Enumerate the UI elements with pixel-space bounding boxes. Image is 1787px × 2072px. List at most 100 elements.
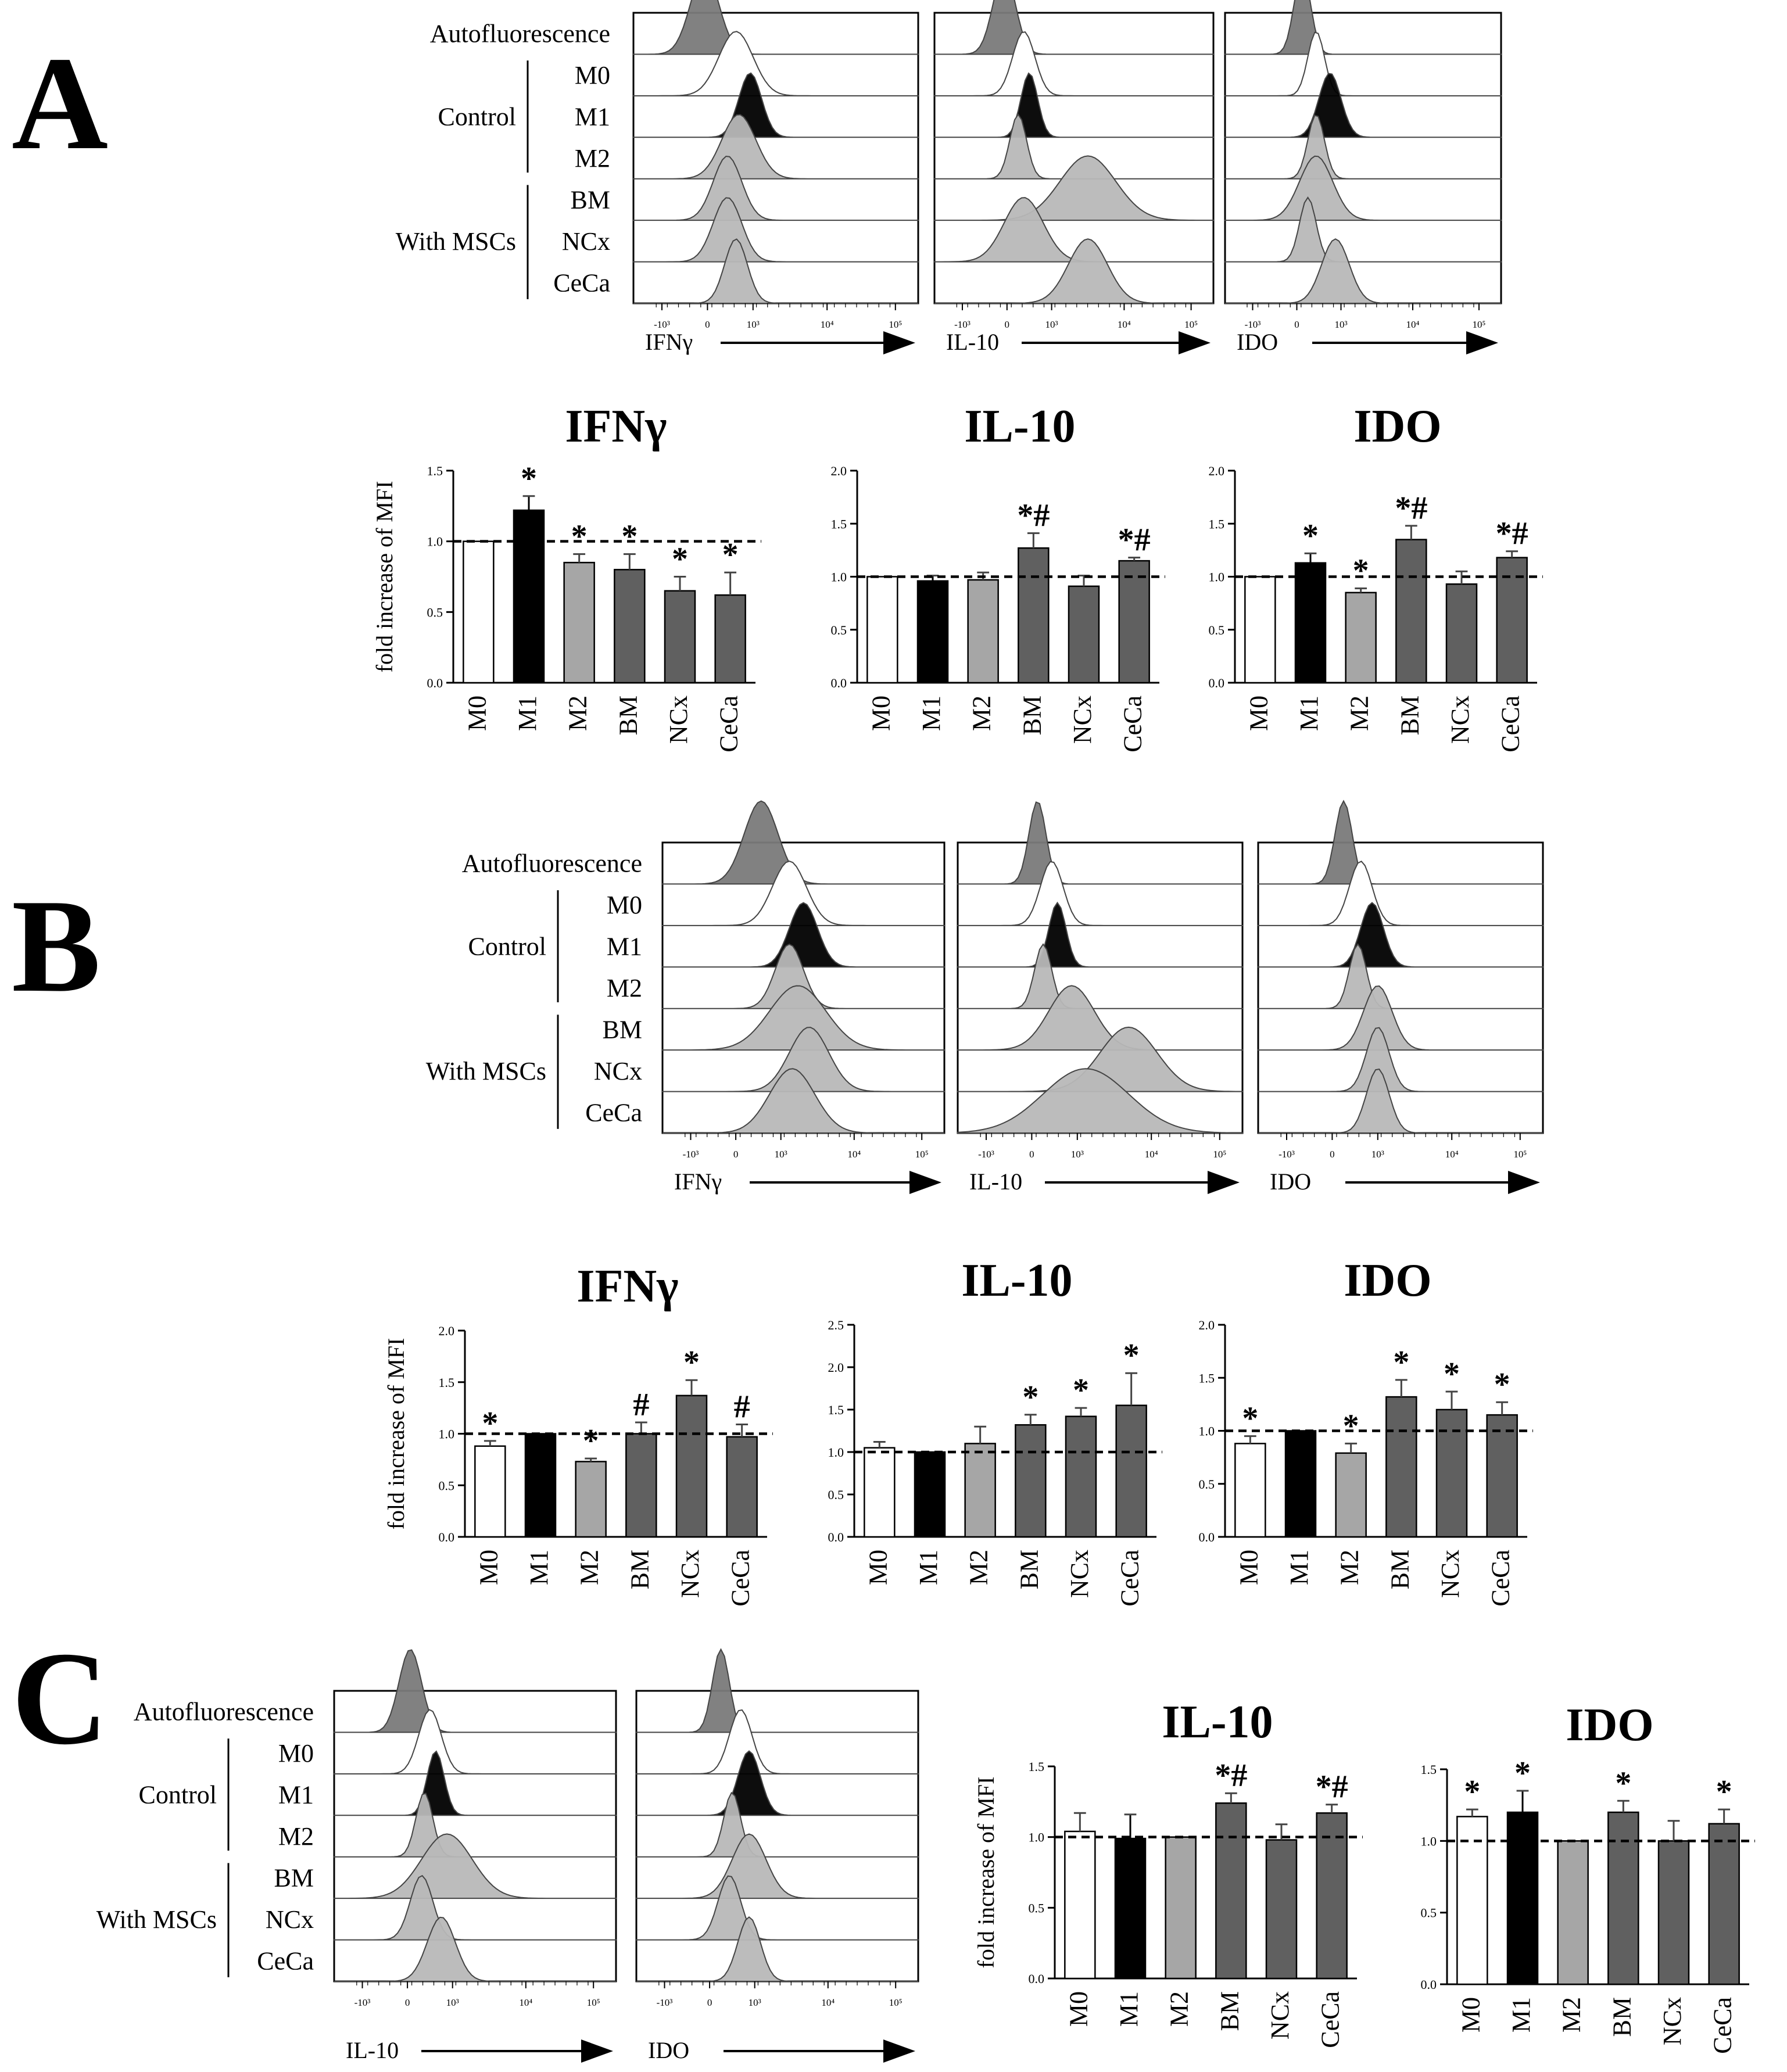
histogram-curve-2 <box>934 72 1214 138</box>
histogram-x-tick-label: 10⁴ <box>1118 319 1131 330</box>
bar-m0 <box>1244 576 1276 684</box>
label-row-ncx: NCx <box>594 1057 642 1085</box>
bar-bm <box>1385 1396 1417 1538</box>
histogram-curve-2 <box>633 72 919 138</box>
histogram-x-tick-label: 0 <box>705 319 710 330</box>
category-label-ncx: NCx <box>664 696 693 744</box>
bar-ncx <box>1068 585 1100 684</box>
bar-ncx <box>1445 583 1478 684</box>
significance-mark-bm: * <box>1393 1345 1409 1381</box>
category-label-bm: BM <box>1015 1550 1043 1589</box>
chart-y-tick-label: 2.0 <box>1209 464 1225 478</box>
histogram-curve-0 <box>334 1649 617 1733</box>
histogram-marker-label: IDO <box>648 2037 689 2063</box>
bar-m2 <box>964 1443 996 1538</box>
chart-y-axis-label: fold increase of MFI <box>383 1338 409 1530</box>
histogram-marker-label: IDO <box>1237 329 1278 355</box>
significance-mark-bm: # <box>633 1387 649 1423</box>
significance-mark-bm: *# <box>1215 1758 1247 1794</box>
histogram-x-tick-label: 10⁴ <box>847 1149 861 1160</box>
significance-mark-ceca: * <box>1716 1774 1732 1810</box>
histogram-curve-2 <box>1258 902 1544 968</box>
histogram-x-tick-label: 10³ <box>1371 1149 1384 1160</box>
histogram-curve-4 <box>957 985 1243 1051</box>
histogram-curve-0 <box>1258 800 1544 885</box>
label-row-ncx: NCx <box>266 1905 314 1934</box>
chart-y-tick-label: 0.0 <box>831 676 847 690</box>
histogram-x-tick-label: 0 <box>1029 1149 1034 1160</box>
histogram-curve-6 <box>636 1916 918 1982</box>
bar-ceca <box>1708 1823 1740 1985</box>
bar-bm <box>614 569 646 684</box>
category-label-bm: BM <box>1607 1997 1636 2037</box>
histogram-curve-0 <box>1224 0 1502 55</box>
histogram-x-tick-label: 10⁵ <box>1184 319 1198 330</box>
bar-ncx <box>1065 1415 1097 1538</box>
label-row-m1: M1 <box>575 103 610 131</box>
category-label-bm: BM <box>1215 1991 1244 2031</box>
histogram-curve-2 <box>957 901 1243 968</box>
label-msc-group: With MSCs <box>96 1905 217 1934</box>
histogram-x-tick-label: -10³ <box>654 319 670 330</box>
histogram-curve-4 <box>662 985 945 1051</box>
significance-mark-m1: * <box>521 461 537 497</box>
histogram-curve-3 <box>1258 943 1544 1009</box>
significance-mark-ceca: * <box>1494 1367 1510 1403</box>
label-autofluorescence: Autofluorescence <box>430 20 610 48</box>
histogram-frame <box>632 12 919 304</box>
category-label-ncx: NCx <box>1068 696 1097 744</box>
bar-ncx <box>1265 1839 1298 1980</box>
bar-chart-c-ido: IDO 0.0 0.5 1.0 1.5 * M0 * M1 M2 * BM NCx * CeCa <box>1421 1700 1755 2054</box>
label-row-ceca: CeCa <box>257 1946 314 1975</box>
histogram-axis-arrow-head <box>1508 1171 1540 1194</box>
chart-title: IFNγ <box>565 401 667 452</box>
category-label-m0: M0 <box>864 1550 892 1585</box>
label-row-m1: M1 <box>278 1781 314 1809</box>
category-label-m1: M1 <box>1115 1991 1143 2027</box>
chart-y-tick-label: 1.5 <box>439 1375 455 1390</box>
histogram-axis-arrow-head <box>909 1171 941 1194</box>
histogram-curve-0 <box>957 801 1243 885</box>
chart-y-tick-label: 0.0 <box>1209 676 1225 690</box>
histogram-curve-3 <box>334 1793 617 1858</box>
label-row-m2: M2 <box>278 1822 314 1851</box>
chart-title: IL-10 <box>961 1255 1072 1306</box>
bar-m0 <box>1064 1830 1096 1980</box>
category-label-m2: M2 <box>968 696 996 731</box>
histogram-curve-6 <box>934 238 1213 304</box>
histogram-marker-label: IL-10 <box>346 2037 399 2063</box>
label-row-bm: BM <box>274 1863 314 1892</box>
histogram-curve-4 <box>633 155 919 221</box>
histogram-plot-il10: -10³ 0 10³ 10⁴ 10⁵ IL-10 <box>933 0 1215 355</box>
histogram-marker-label: IDO <box>1270 1168 1311 1195</box>
significance-mark-ceca: * <box>1123 1338 1140 1374</box>
significance-mark-ceca: *# <box>1316 1769 1348 1805</box>
category-label-m0: M0 <box>474 1550 503 1585</box>
significance-mark-bm: *# <box>1395 490 1427 526</box>
histogram-curve-1 <box>1258 861 1544 926</box>
histogram-curve-4 <box>1224 155 1502 221</box>
category-label-bm: BM <box>1395 696 1424 735</box>
bar-bm <box>1215 1802 1247 1980</box>
bar-m0 <box>474 1445 506 1538</box>
chart-y-tick-label: 0.0 <box>439 1530 455 1544</box>
histogram-x-tick-label: 10⁴ <box>821 319 834 330</box>
significance-mark-m2: * <box>1353 553 1369 589</box>
bar-bm <box>1607 1811 1639 1985</box>
chart-y-tick-label: 2.5 <box>828 1318 844 1332</box>
histogram-axis-arrow-head <box>1466 331 1498 354</box>
histogram-plot-ifn: -10³ 0 10³ 10⁴ 10⁵ IFNγ <box>632 0 919 355</box>
chart-title: IDO <box>1566 1700 1653 1751</box>
category-label-ceca: CeCa <box>1119 696 1147 752</box>
histogram-curve-6 <box>1258 1069 1543 1134</box>
panel-letter-b: B <box>12 872 101 1020</box>
chart-y-tick-label: 0.0 <box>828 1530 844 1544</box>
chart-y-tick-label: 1.5 <box>1199 1371 1215 1385</box>
histogram-axis-arrow-head <box>1179 331 1211 354</box>
significance-mark-ncx: * <box>683 1345 700 1381</box>
histogram-frame <box>333 1690 617 1983</box>
category-label-m2: M2 <box>564 696 592 731</box>
significance-mark-ceca: # <box>734 1389 750 1425</box>
histogram-curve-4 <box>1258 985 1544 1051</box>
